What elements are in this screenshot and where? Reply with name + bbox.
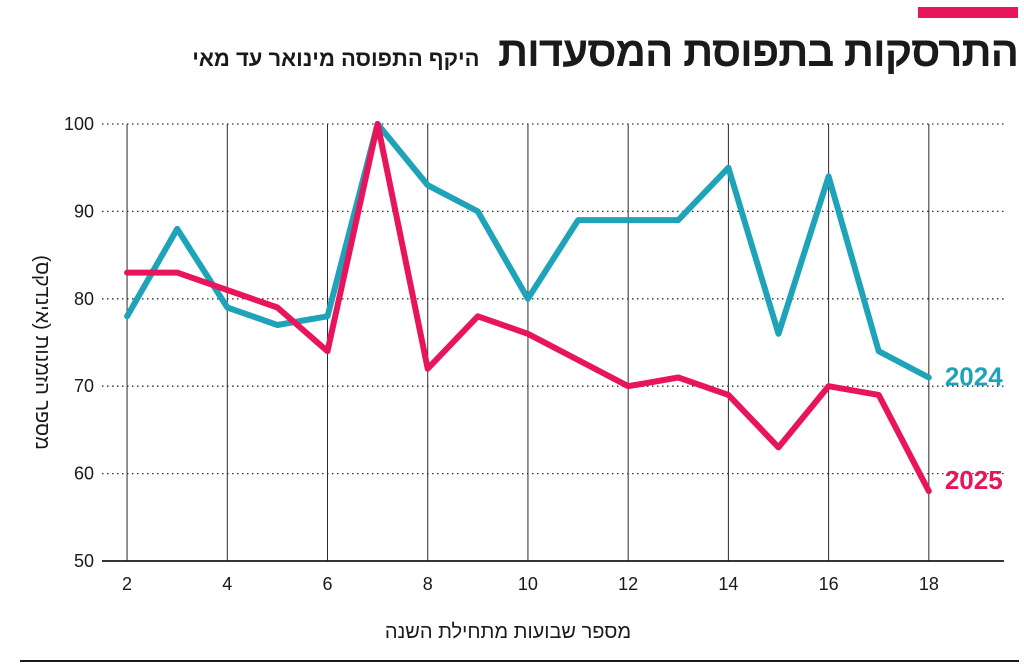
y-axis-title: מספר הזמנות (אינדקס) bbox=[31, 255, 53, 450]
y-tick-label: 90 bbox=[74, 201, 94, 221]
series-line-2025 bbox=[124, 121, 932, 495]
chart-subtitle: היקף התפוסה מינואר עד מאי bbox=[192, 46, 480, 71]
y-tick-label: 60 bbox=[74, 464, 94, 484]
bottom-divider bbox=[20, 660, 1019, 662]
accent-bar bbox=[918, 7, 1018, 18]
y-tick-label: 80 bbox=[74, 289, 94, 309]
y-tick-label: 100 bbox=[64, 114, 94, 134]
x-tick-label: 10 bbox=[518, 574, 538, 594]
series-label-2025: 2025 bbox=[945, 465, 1003, 495]
series-line-2024 bbox=[124, 121, 932, 381]
series-label-2024: 2024 bbox=[945, 361, 1003, 391]
x-tick-label: 4 bbox=[222, 574, 232, 594]
x-tick-label: 16 bbox=[819, 574, 839, 594]
y-tick-label: 70 bbox=[74, 376, 94, 396]
x-tick-label: 8 bbox=[423, 574, 433, 594]
y-tick-label: 50 bbox=[74, 551, 94, 571]
chart-grid bbox=[102, 123, 1004, 561]
x-tick-label: 6 bbox=[322, 574, 332, 594]
chart-header: התרסקות בתפוסת המסעדות היקף התפוסה מינוא… bbox=[10, 28, 1019, 76]
x-tick-label: 14 bbox=[718, 574, 738, 594]
x-axis-title: מספר שבועות מתחילת השנה bbox=[385, 621, 631, 643]
x-tick-label: 18 bbox=[919, 574, 939, 594]
chart-title: התרסקות בתפוסת המסעדות bbox=[497, 28, 1019, 75]
x-tick-label: 12 bbox=[618, 574, 638, 594]
x-tick-label: 2 bbox=[122, 574, 132, 594]
chart-series bbox=[124, 121, 932, 495]
chart-labels: 50 60 70 80 90 100 2 4 6 8 10 12 14 16 18 מספר שבועות מ… bbox=[31, 114, 1003, 643]
